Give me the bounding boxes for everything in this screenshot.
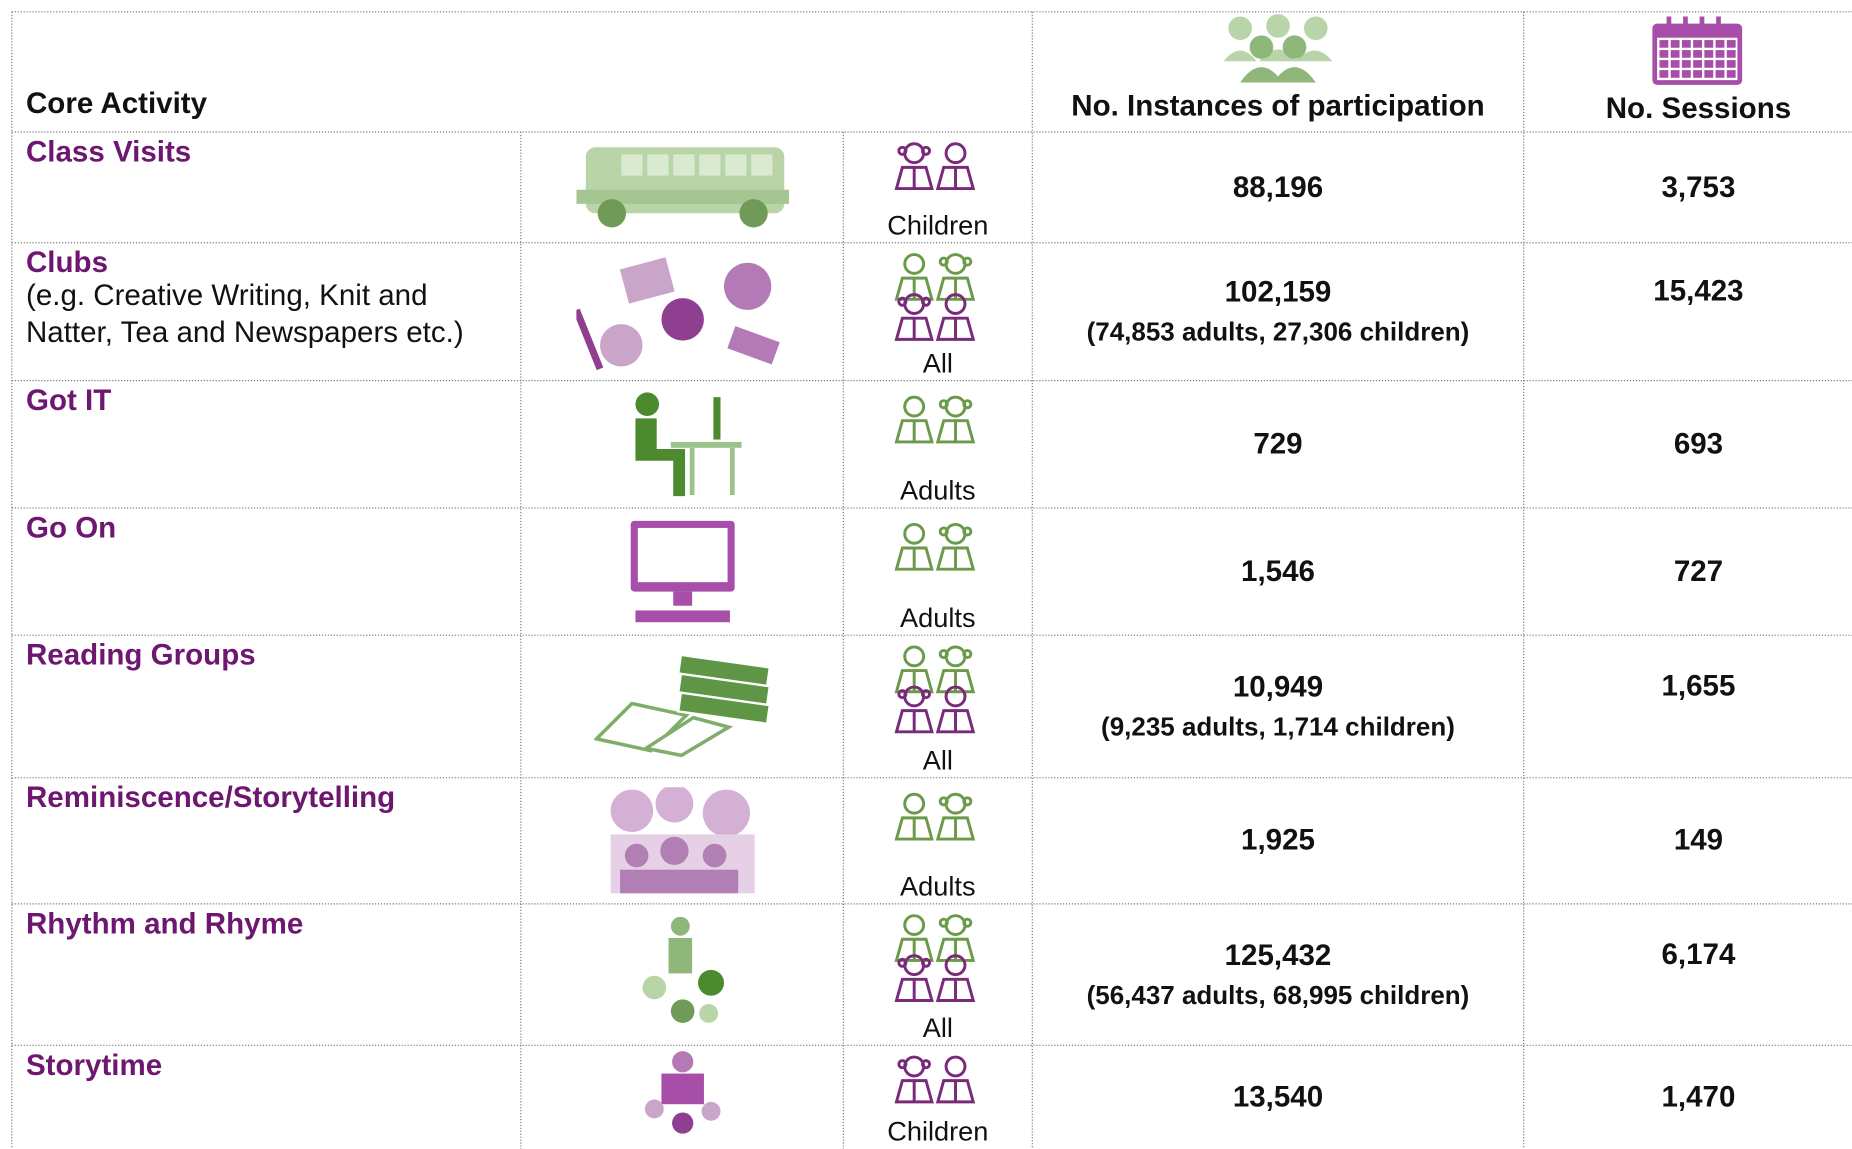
audience-icon — [843, 785, 1032, 863]
audience-label: Children — [843, 210, 1032, 242]
activity-description: (e.g. Creative Writing, Knit and — [26, 278, 428, 315]
audience-label: All — [843, 745, 1032, 777]
instances-value: 125,432 — [1032, 939, 1523, 973]
instances-breakdown: (74,853 adults, 27,306 children) — [1032, 317, 1523, 348]
instances-value: 102,159 — [1032, 276, 1523, 310]
audience-label: Children — [843, 1116, 1032, 1148]
activity-icon — [521, 1050, 843, 1144]
instances-value: 1,546 — [1032, 554, 1523, 588]
audience-icon — [843, 515, 1032, 593]
instances-cell: 102,159 (74,853 adults, 27,306 children) — [1032, 243, 1523, 381]
sessions-value: 1,655 — [1662, 669, 1736, 703]
instances-cell: 88,196 — [1032, 132, 1523, 243]
sessions-value: 3,753 — [1662, 170, 1736, 204]
header-sessions: No. Sessions — [1524, 92, 1852, 126]
page: {"table": { "headers": ["Core Activity",… — [0, 0, 1852, 1149]
sessions-value: 693 — [1674, 427, 1723, 461]
activity-icon — [521, 782, 843, 899]
sessions-cell: 6,174 — [1524, 904, 1852, 1005]
instances-cell: 1,546 — [1032, 508, 1523, 635]
instances-cell: 13,540 — [1032, 1045, 1523, 1149]
audience-label: Adults — [843, 475, 1032, 507]
sessions-value: 1,470 — [1662, 1080, 1736, 1114]
activity-name: Storytime — [26, 1049, 162, 1083]
activity-icon — [521, 385, 843, 503]
activity-name: Clubs — [26, 246, 108, 280]
instances-breakdown: (9,235 adults, 1,714 children) — [1032, 712, 1523, 743]
table: Core Activity No. Instances of participa… — [0, 0, 1852, 1149]
instances-breakdown: (56,437 adults, 68,995 children) — [1032, 980, 1523, 1011]
instances-value: 13,540 — [1032, 1080, 1523, 1114]
activity-icon — [521, 137, 843, 238]
audience-icon — [843, 1052, 1032, 1123]
activity-name: Reminiscence/Storytelling — [26, 781, 395, 815]
audience-label: All — [843, 348, 1032, 380]
instances-value: 10,949 — [1032, 671, 1523, 705]
sessions-cell: 3,753 — [1524, 132, 1852, 243]
instances-value: 88,196 — [1032, 170, 1523, 204]
calendar-icon — [1650, 14, 1744, 87]
sessions-value: 6,174 — [1662, 937, 1736, 971]
instances-cell: 729 — [1032, 381, 1523, 508]
activity-name: Class Visits — [26, 136, 191, 170]
header-instances: No. Instances of participation — [1032, 90, 1523, 124]
instances-value: 1,925 — [1032, 824, 1523, 858]
sessions-cell: 15,423 — [1524, 243, 1852, 341]
activity-icon — [521, 247, 843, 375]
instances-cell: 125,432 (56,437 adults, 68,995 children) — [1032, 904, 1523, 1045]
audience-icon — [843, 911, 1032, 1008]
activity-name: Rhythm and Rhyme — [26, 907, 303, 941]
activity-icon — [521, 640, 843, 773]
instances-cell: 10,949 (9,235 adults, 1,714 children) — [1032, 635, 1523, 778]
activity-description: Natter, Tea and Newspapers etc.) — [26, 315, 464, 352]
activity-icon — [521, 909, 843, 1041]
header-activity: Core Activity — [26, 87, 207, 121]
audience-icon — [843, 139, 1032, 210]
audience-icon — [843, 642, 1032, 739]
activity-name: Go On — [26, 511, 116, 545]
audience-icon — [843, 250, 1032, 347]
audience-icon — [843, 388, 1032, 466]
sessions-value: 149 — [1674, 824, 1723, 858]
sessions-cell: 727 — [1524, 508, 1852, 635]
activity-icon — [521, 513, 843, 631]
audience-label: Adults — [843, 871, 1032, 903]
sessions-value: 15,423 — [1653, 275, 1743, 309]
instances-value: 729 — [1032, 427, 1523, 461]
sessions-cell: 149 — [1524, 778, 1852, 904]
sessions-cell: 693 — [1524, 381, 1852, 508]
audience-label: All — [843, 1012, 1032, 1044]
instances-cell: 1,925 — [1032, 778, 1523, 904]
sessions-cell: 1,470 — [1524, 1045, 1852, 1149]
sessions-value: 727 — [1674, 554, 1723, 588]
sessions-cell: 1,655 — [1524, 635, 1852, 738]
activity-name: Got IT — [26, 384, 111, 418]
people-icon — [1224, 14, 1333, 82]
audience-label: Adults — [843, 602, 1032, 634]
activity-name: Reading Groups — [26, 639, 256, 673]
